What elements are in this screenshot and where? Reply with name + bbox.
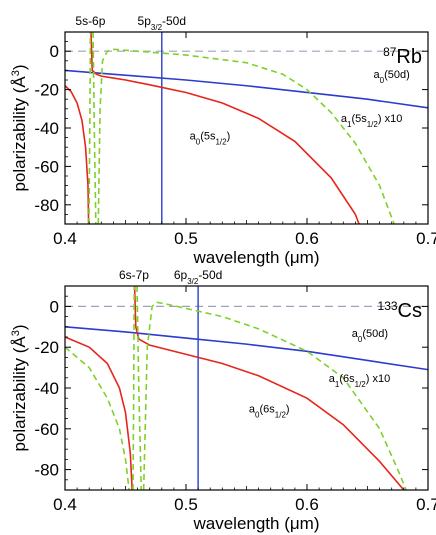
panel-2: a0(50d) a0(6s1/2) a1(6s1/2) x10 0.4 0.5 0.6 0.… [10, 268, 436, 533]
transition-label-2: 5p3/2-50d [138, 14, 187, 32]
series-label-1: a0(50d) [352, 328, 388, 344]
series-label-3: a1(5s1/2) x10 [341, 113, 402, 128]
y-tick-label: -20 [34, 338, 59, 357]
plot-area [65, 286, 428, 490]
x-tick-label: 0.4 [53, 495, 77, 514]
series-line-3-seg-2 [132, 286, 136, 490]
x-axis-label: wavelength (μm) [192, 514, 319, 533]
y-tick-label: -80 [34, 461, 59, 480]
series-label-2: a0(5s1/2) [190, 131, 231, 147]
x-tick-label: 0.5 [174, 495, 198, 514]
series-line-3-seg-3 [136, 286, 143, 490]
y-axis-label: polarizability (Å3) [10, 64, 29, 191]
x-tick-label: 0.6 [295, 495, 319, 514]
species-label: 133Cs [378, 299, 422, 322]
y-tick-label: -40 [34, 379, 59, 398]
y-tick-label: -80 [34, 196, 59, 215]
x-tick-label: 0.7 [416, 229, 436, 248]
transition-label-1: 5s-6p [75, 14, 105, 28]
y-tick-label: -20 [34, 81, 59, 100]
y-tick-label: 0 [50, 297, 59, 316]
plot-area [65, 32, 428, 224]
y-tick-label: -60 [34, 157, 59, 176]
series-line-3-seg-1 [65, 346, 130, 490]
series-line-3-seg-1 [88, 32, 92, 224]
y-tick-label: -40 [34, 119, 59, 138]
panel-1: a0(50d) a0(5s1/2) a1(5s1/2) x10 0.4 0.5 0.6 0.… [10, 14, 436, 267]
series-line-1-seg-1 [65, 326, 428, 371]
series-line-2-seg-1 [65, 85, 90, 224]
x-tick-label: 0.4 [53, 229, 77, 248]
series-label-3: a1(6s1/2) x10 [329, 373, 390, 389]
transition-label-1: 6s-7p [119, 268, 149, 282]
transition-label-2: 6p3/2-50d [174, 268, 223, 286]
x-axis-label: wavelength (μm) [192, 248, 319, 267]
series-label-2: a0(6s1/2) [249, 403, 290, 419]
series-line-3-seg-4 [142, 301, 407, 490]
x-tick-label: 0.5 [174, 229, 198, 248]
species-label: 87Rb [383, 45, 422, 68]
series-line-3-seg-2 [92, 32, 97, 224]
series-line-3-seg-3 [97, 48, 395, 224]
y-tick-label: -60 [34, 420, 59, 439]
series-label-1: a0(50d) [374, 69, 410, 85]
y-tick-label: 0 [50, 42, 59, 61]
x-tick-label: 0.7 [416, 495, 436, 514]
y-axis-label: polarizability (Å3) [10, 324, 29, 451]
series-line-2-seg-1 [65, 336, 133, 490]
x-tick-label: 0.6 [295, 229, 319, 248]
series-line-2-seg-2 [90, 32, 360, 224]
series-line-1-seg-1 [65, 69, 428, 109]
